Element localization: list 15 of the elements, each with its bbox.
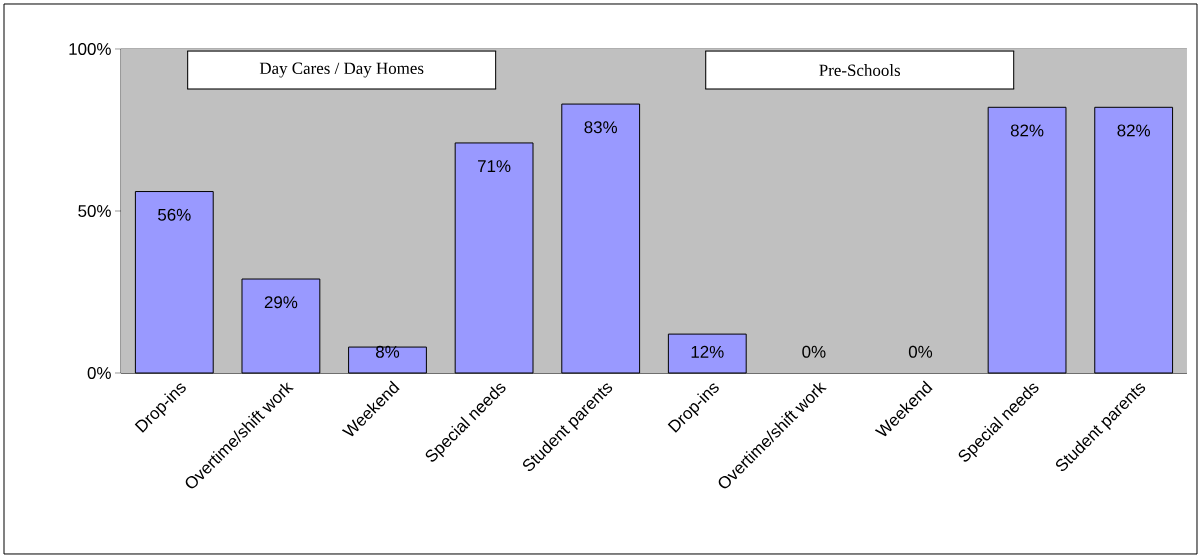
data-label: 29% [264,296,298,309]
data-label: 82% [1117,124,1150,137]
y-tick-label: 100% [69,42,111,55]
data-label: 8% [375,345,400,358]
data-label: 56% [158,208,191,221]
y-tick-label: 0% [87,366,111,379]
data-label: 0% [802,345,826,358]
y-tick-label: 50% [78,204,111,217]
data-label: 71% [478,160,511,172]
data-label: 82% [1010,124,1044,137]
data-label: 83% [584,121,618,134]
annotation: Day Cares / Day Homes [259,62,424,78]
annotation: Pre-Schools [819,64,901,77]
data-label: 0% [908,345,933,358]
data-label: 12% [691,345,724,358]
